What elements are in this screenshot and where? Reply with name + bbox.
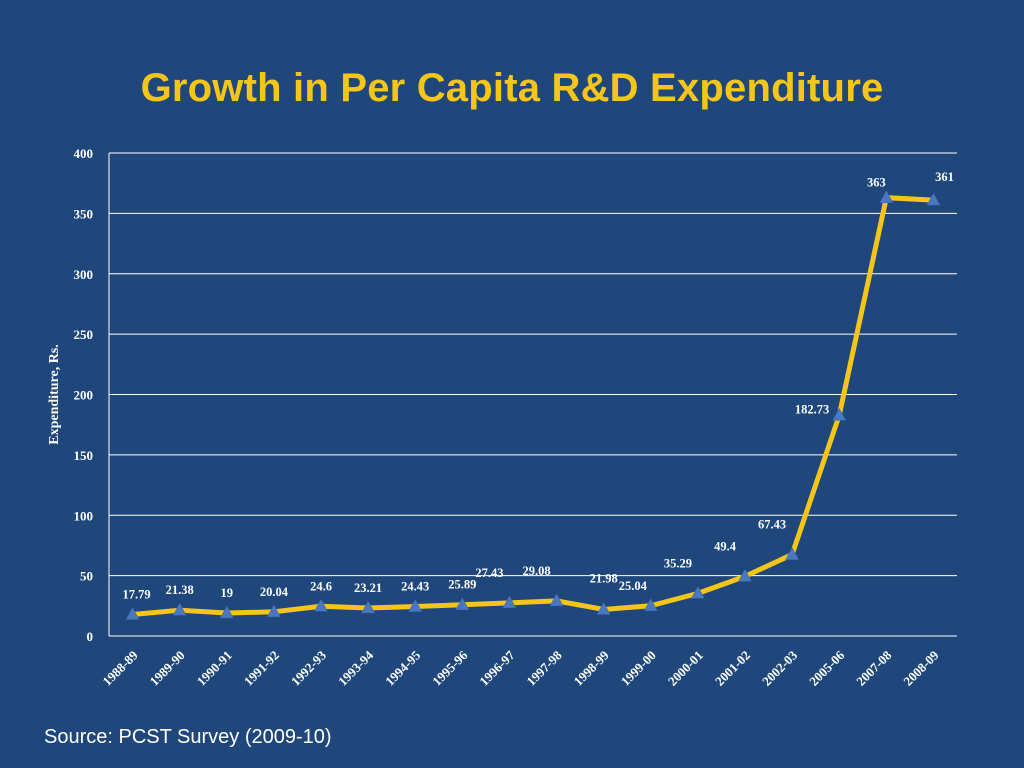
x-tick-label: 2008-09: [900, 647, 942, 689]
data-point-marker: [502, 595, 517, 609]
y-tick-label: 100: [74, 508, 94, 523]
series-line: [130, 195, 936, 618]
data-label: 27.43: [475, 566, 503, 580]
y-axis-label: Expenditure, Rs.: [47, 344, 62, 444]
x-tick-label: 1995-96: [429, 647, 471, 689]
data-point-marker: [361, 600, 376, 614]
data-label: 23.21: [354, 581, 382, 595]
data-point-marker: [172, 602, 187, 616]
x-tick-label: 1999-00: [618, 648, 659, 689]
data-point-marker: [549, 593, 564, 607]
data-label: 24.43: [401, 580, 429, 594]
x-tick-label: 1990-91: [194, 648, 235, 689]
y-tick-label: 250: [74, 327, 94, 342]
data-point-marker: [219, 605, 234, 619]
data-point-marker: [785, 547, 800, 560]
data-point-marker: [832, 407, 847, 421]
data-label: 35.29: [664, 556, 692, 570]
x-tick-label: 1992-93: [288, 647, 330, 689]
x-tick-label: 2007-08: [853, 647, 895, 689]
data-point-marker: [643, 598, 658, 612]
y-tick-label: 400: [74, 146, 94, 161]
data-point-marker: [596, 601, 611, 615]
data-point-marker: [455, 597, 470, 610]
data-point-marker: [408, 598, 423, 612]
data-label: 24.6: [310, 579, 332, 593]
data-label: 21.38: [166, 583, 194, 597]
y-tick-label: 350: [74, 206, 94, 221]
data-label: 20.04: [260, 585, 289, 599]
data-label: 17.79: [122, 588, 150, 602]
x-tick-label: 1989-90: [147, 648, 188, 689]
x-tick-label: 1998-99: [571, 647, 613, 689]
x-tick-label: 1993-94: [335, 647, 377, 689]
data-label: 25.89: [448, 578, 476, 592]
data-point-marker: [738, 568, 752, 582]
data-point-marker: [125, 606, 140, 620]
data-label: 25.04: [619, 579, 648, 593]
data-label: 21.98: [590, 571, 618, 585]
slide-title: Growth in Per Capita R&D Expenditure: [140, 66, 884, 110]
data-label: 67.43: [758, 518, 786, 532]
x-tick-label: 1991-92: [241, 648, 282, 689]
y-tick-label: 300: [74, 267, 94, 282]
x-tick-label: 2005-06: [806, 647, 848, 689]
x-tick-label: 2000-01: [665, 648, 706, 689]
data-label: 363: [867, 176, 886, 190]
source-note: Source: PCST Survey (2009-10): [44, 726, 332, 748]
x-tick-label: 1997-98: [523, 647, 565, 689]
y-tick-label: 200: [74, 388, 94, 403]
x-tick-label: 1994-95: [382, 647, 424, 689]
y-tick-label: 0: [87, 629, 94, 644]
data-label: 19: [221, 586, 234, 600]
data-point-marker: [879, 190, 894, 203]
x-tick-label: 2001-02: [712, 648, 753, 689]
data-point-marker: [926, 192, 941, 206]
data-point-marker: [690, 585, 705, 599]
data-point-marker: [266, 604, 281, 618]
data-label: 182.73: [795, 402, 829, 416]
y-tick-label: 150: [74, 448, 94, 463]
data-label: 29.08: [522, 564, 550, 578]
data-label: 49.4: [714, 539, 737, 553]
x-tick-label: 1996-97: [476, 647, 518, 689]
x-tick-label: 2002-03: [759, 647, 801, 689]
x-tick-label: 1988-89: [99, 647, 141, 689]
data-label: 361: [935, 170, 954, 184]
y-tick-label: 50: [80, 569, 93, 584]
data-point-marker: [314, 598, 328, 612]
